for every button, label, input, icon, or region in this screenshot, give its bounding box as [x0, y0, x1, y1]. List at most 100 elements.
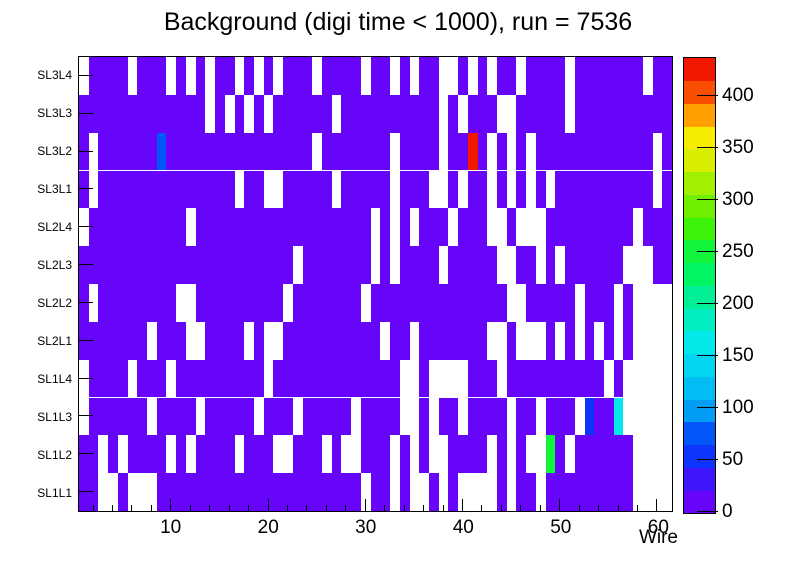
empty-cell: [642, 57, 653, 95]
empty-cell: [253, 57, 264, 95]
empty-cell: [409, 397, 420, 436]
palette-tick-label: 50: [722, 449, 744, 471]
palette-tick-label: 300: [722, 189, 754, 211]
empty-cell: [506, 94, 517, 133]
empty-cell: [147, 473, 157, 511]
empty-cell: [633, 321, 643, 360]
empty-cell: [428, 435, 439, 474]
palette-tick-label: 100: [722, 397, 754, 419]
heatmap-row-SL3L3: [79, 94, 672, 133]
empty-cell: [623, 246, 634, 284]
x-axis-minor-tick: [384, 505, 386, 511]
empty-cell: [506, 284, 517, 322]
empty-cell: [409, 435, 420, 474]
empty-cell: [185, 57, 196, 95]
x-axis-minor-tick: [636, 505, 638, 511]
empty-cell: [438, 246, 449, 284]
palette-band: [684, 376, 715, 400]
palette-band: [684, 126, 715, 150]
palette-tick: [697, 459, 718, 461]
empty-cell: [487, 321, 497, 360]
y-axis-tick: [79, 491, 93, 493]
palette-band: [684, 444, 715, 468]
empty-cell: [273, 170, 284, 209]
empty-cell: [438, 57, 449, 95]
empty-cell: [497, 321, 507, 360]
empty-cell: [633, 435, 643, 474]
empty-cell: [360, 57, 371, 95]
palette-tick-label: 250: [722, 241, 754, 263]
palette-tick: [697, 95, 718, 97]
empty-cell: [263, 321, 274, 360]
empty-cell: [370, 246, 381, 284]
empty-cell: [565, 57, 575, 95]
palette-band: [684, 103, 715, 127]
empty-cell: [341, 435, 352, 474]
palette-tick: [697, 251, 718, 253]
hot-cell-SL3L2-wire41: [467, 132, 478, 171]
empty-cell: [98, 473, 109, 511]
empty-cell: [438, 473, 449, 511]
x-axis-minor-tick: [150, 505, 152, 511]
empty-cell: [195, 397, 206, 436]
x-axis-minor-tick: [325, 505, 327, 511]
empty-cell: [370, 208, 381, 247]
empty-cell: [88, 170, 99, 209]
x-axis-minor-tick: [228, 505, 230, 511]
palette-band: [684, 262, 715, 286]
palette-band: [684, 353, 715, 377]
empty-cell: [263, 359, 274, 398]
empty-cell: [555, 246, 566, 284]
empty-cell: [244, 321, 254, 360]
empty-cell: [633, 397, 643, 436]
x-tick-label: 40: [452, 517, 474, 538]
empty-cell: [428, 359, 439, 398]
empty-cell: [526, 435, 536, 474]
empty-cell: [409, 473, 420, 511]
empty-cell: [98, 435, 109, 474]
y-tick-label: SL2L3: [37, 258, 72, 272]
y-axis-tick: [79, 453, 93, 455]
hot-cell-SL3L2-wire9: [156, 132, 167, 171]
empty-cell: [88, 284, 99, 322]
empty-cell: [642, 284, 653, 322]
empty-cell: [652, 359, 663, 398]
empty-cell: [351, 435, 361, 474]
x-axis-minor-tick: [442, 505, 444, 511]
empty-cell: [147, 397, 157, 436]
y-tick-label: SL1L2: [37, 448, 72, 462]
empty-cell: [642, 321, 653, 360]
empty-cell: [419, 473, 429, 511]
palette-band: [684, 217, 715, 241]
hot-cell-SL1L3-wire56: [613, 397, 624, 436]
empty-cell: [322, 435, 332, 474]
empty-cell: [399, 359, 410, 398]
empty-cell: [526, 321, 536, 360]
heatmap-row-SL1L4: [79, 359, 672, 398]
palette-tick-label: 0: [722, 501, 733, 522]
empty-cell: [448, 57, 459, 95]
palette-tick: [697, 355, 718, 357]
empty-cell: [390, 435, 400, 474]
empty-cell: [185, 208, 196, 247]
empty-cell: [565, 435, 575, 474]
palette-tick-label: 150: [722, 345, 754, 367]
empty-cell: [497, 94, 507, 133]
palette-band: [684, 149, 715, 173]
hot-cell-SL1L3-wire53: [584, 397, 595, 436]
empty-cell: [652, 321, 663, 360]
x-axis-major-tick: [170, 499, 172, 511]
empty-cell: [497, 246, 507, 284]
empty-cell: [224, 94, 235, 133]
empty-cell: [244, 94, 254, 133]
x-axis-major-tick: [364, 499, 366, 511]
palette-tick-label: 400: [722, 85, 754, 107]
heatmap-row-SL1L2: [79, 435, 672, 474]
empty-cell: [195, 321, 206, 360]
empty-cell: [642, 473, 653, 511]
empty-cell: [390, 246, 400, 284]
empty-cell: [574, 284, 585, 322]
heatmap-row-SL3L4: [79, 57, 672, 95]
palette-band: [684, 194, 715, 218]
x-axis-minor-tick: [112, 505, 114, 511]
